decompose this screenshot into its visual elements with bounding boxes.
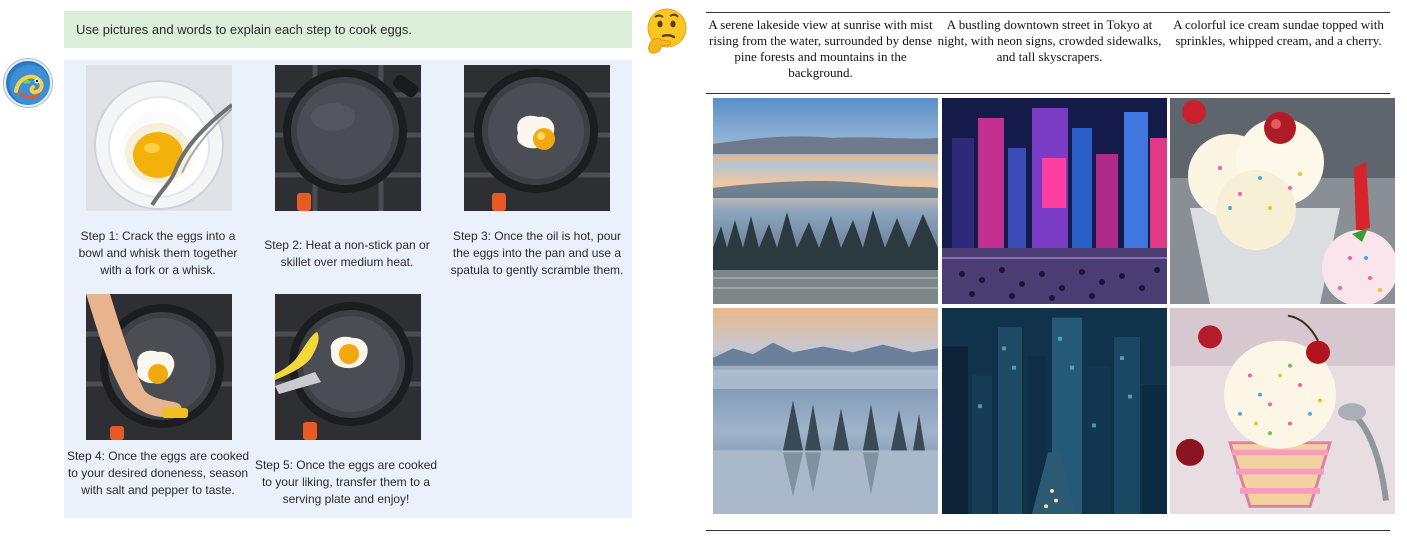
step-3-image	[464, 65, 610, 211]
sundae-image-1	[1170, 98, 1395, 304]
table-top-rule	[706, 12, 1390, 13]
prompt-message: Use pictures and words to explain each s…	[64, 11, 632, 48]
thinking-face-icon	[641, 6, 689, 58]
chameleon-avatar-icon	[4, 59, 52, 107]
table-bottom-rule	[706, 530, 1390, 531]
column-header-lakeside: A serene lakeside view at sunrise with m…	[708, 17, 933, 80]
lakeside-image-1	[713, 98, 938, 304]
step-2-image	[275, 65, 421, 211]
lakeside-image-2	[713, 308, 938, 514]
column-header-tokyo: A bustling downtown street in Tokyo at n…	[937, 17, 1162, 64]
tokyo-image-1	[942, 98, 1167, 304]
step-4-image	[86, 294, 232, 440]
table-header-rule	[706, 93, 1390, 94]
step-1-image	[86, 65, 232, 211]
sundae-image-2	[1170, 308, 1395, 514]
tokyo-image-2	[942, 308, 1167, 514]
step-5-caption: Step 5: Once the eggs are cooked to your…	[254, 458, 438, 506]
column-header-sundae: A colorful ice cream sundae topped with …	[1173, 17, 1384, 48]
step-4-caption: Step 4: Once the eggs are cooked to your…	[66, 449, 250, 497]
step-3-caption: Step 3: Once the oil is hot, pour the eg…	[450, 229, 624, 277]
step-5-image	[275, 294, 421, 440]
step-2-caption: Step 2: Heat a non-stick pan or skillet …	[264, 238, 430, 269]
step-1-caption: Step 1: Crack the eggs into a bowl and w…	[78, 229, 238, 277]
